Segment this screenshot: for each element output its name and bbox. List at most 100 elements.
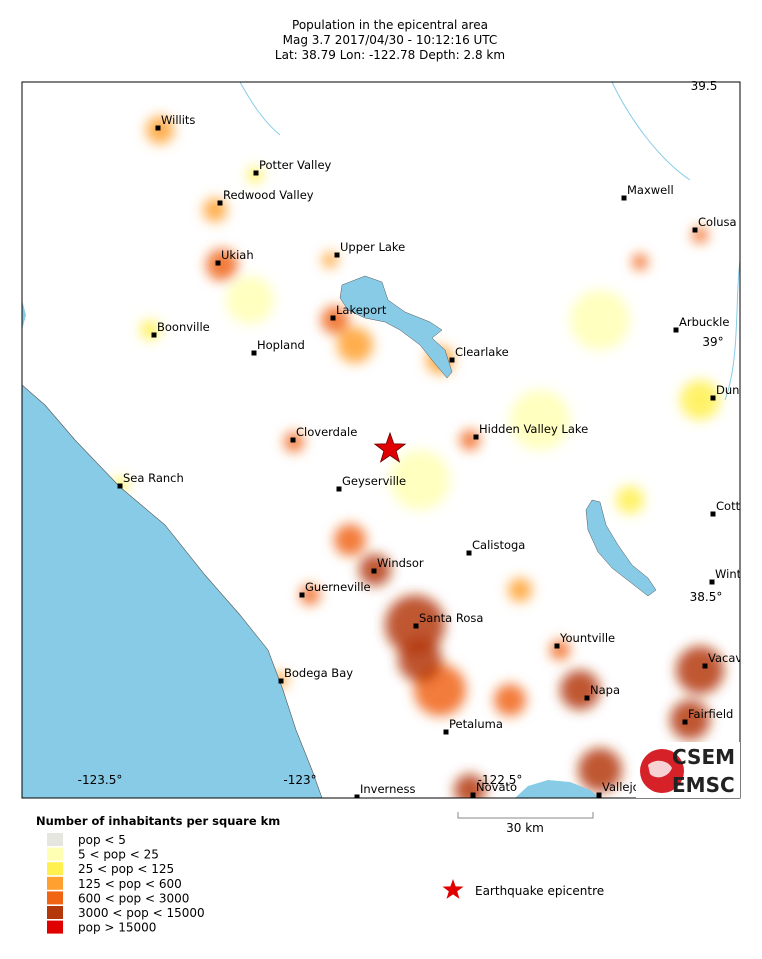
legend-label: 600 < pop < 3000 (78, 891, 189, 905)
city-label: Bodega Bay (284, 666, 353, 680)
city-label: Petaluma (449, 717, 503, 731)
city-label: Yountville (559, 631, 615, 645)
graticule-label: -123° (283, 773, 316, 787)
legend-label: pop < 5 (78, 833, 126, 847)
density-area (570, 290, 630, 350)
city-marker (692, 227, 698, 233)
legend-swatch (47, 862, 63, 876)
legend-epicentre-label: Earthquake epicentre (475, 884, 604, 898)
city-marker (151, 332, 157, 338)
graticule-label: 39.5 (691, 79, 718, 93)
density-area (206, 249, 238, 281)
scale-label: 30 km (506, 821, 544, 835)
subtitle: Mag 3.7 2017/04/30 - 10:12:16 UTC (283, 33, 498, 47)
city-marker (443, 729, 449, 735)
city-marker (682, 719, 688, 725)
city-label: Windsor (377, 556, 424, 570)
city-marker (449, 357, 455, 363)
ocean (22, 384, 323, 798)
legend-label: 5 < pop < 25 (78, 848, 159, 862)
legend-swatch (47, 833, 63, 846)
density-area (494, 684, 526, 716)
city-label: Redwood Valley (223, 188, 314, 202)
river (239, 82, 740, 401)
density-area (398, 638, 442, 682)
density-area (616, 486, 644, 514)
city-label: Boonville (157, 320, 210, 334)
legend-swatch (47, 847, 63, 861)
density-area (226, 276, 274, 324)
graticule-label: 38.5° (690, 590, 723, 604)
legend-swatch (47, 891, 63, 905)
city-label: Hidden Valley Lake (479, 422, 588, 436)
density-area (632, 254, 648, 270)
ocean (22, 300, 26, 330)
city-label: Sea Ranch (123, 471, 184, 485)
scale-line (457, 812, 594, 819)
density-area (300, 585, 320, 605)
city-marker (251, 350, 257, 356)
density-area (337, 327, 373, 363)
legend-epicentre-symbol (442, 879, 464, 899)
city-marker (299, 592, 305, 598)
legend-label: pop > 15000 (78, 921, 156, 935)
city-label: Novato (476, 780, 517, 794)
city-label: Santa Rosa (419, 611, 483, 625)
city-marker (584, 695, 590, 701)
epicentre (373, 431, 407, 463)
logo-text: EMSC (672, 773, 735, 797)
city-marker (596, 792, 602, 798)
population-density (112, 116, 724, 798)
density-area (680, 380, 720, 420)
logo-land (648, 760, 672, 778)
city-label: Cotto (716, 499, 747, 513)
city-label: Lakeport (336, 303, 387, 317)
graticule-label: -123.5° (78, 773, 123, 787)
city-label: Vallejo (602, 780, 640, 794)
city-label: Geyserville (342, 474, 406, 488)
scale-bar: 30 km (457, 812, 594, 835)
city-label: Cloverdale (296, 425, 357, 439)
city-label: Maxwell (627, 183, 674, 197)
title: Population in the epicentral area (292, 18, 488, 32)
city-marker (709, 579, 715, 585)
city-label: Willits (161, 113, 195, 127)
density-area (670, 700, 710, 740)
city-label: Inverness (360, 782, 415, 796)
city-marker (710, 511, 716, 517)
city-marker (330, 315, 336, 321)
city-marker (278, 678, 284, 684)
city-marker (336, 486, 342, 492)
legend-title: Number of inhabitants per square km (36, 814, 280, 828)
city-label: Ukiah (221, 248, 254, 262)
legend-swatch (47, 906, 63, 919)
city-marker (554, 643, 560, 649)
city-label: Upper Lake (340, 240, 405, 254)
city-marker (354, 794, 360, 798)
city-marker (710, 395, 716, 401)
legend-swatch (47, 920, 63, 934)
lake-berryessa (585, 499, 657, 597)
city-marker (673, 327, 679, 333)
city-marker (702, 663, 708, 669)
bay (515, 780, 600, 798)
city-marker (334, 252, 340, 258)
city-marker (290, 437, 296, 443)
city-label: Potter Valley (259, 158, 332, 172)
density-area (676, 646, 724, 694)
legend-label: 125 < pop < 600 (78, 877, 182, 891)
city-label: Winte (715, 567, 748, 581)
city-label: Fairfield (688, 707, 733, 721)
city-marker (473, 434, 479, 440)
density-area (390, 450, 450, 510)
city-label: Dunn (716, 383, 747, 397)
logo: CSEM EMSC (636, 742, 740, 798)
graticule-label: 39° (702, 335, 723, 349)
legend-swatch (47, 876, 63, 890)
city-marker (117, 483, 123, 489)
map-area: Willits Potter Valley Redwood Valley Upper … (22, 82, 748, 798)
cities: Willits Potter Valley Redwood Valley Upper … (117, 113, 748, 798)
